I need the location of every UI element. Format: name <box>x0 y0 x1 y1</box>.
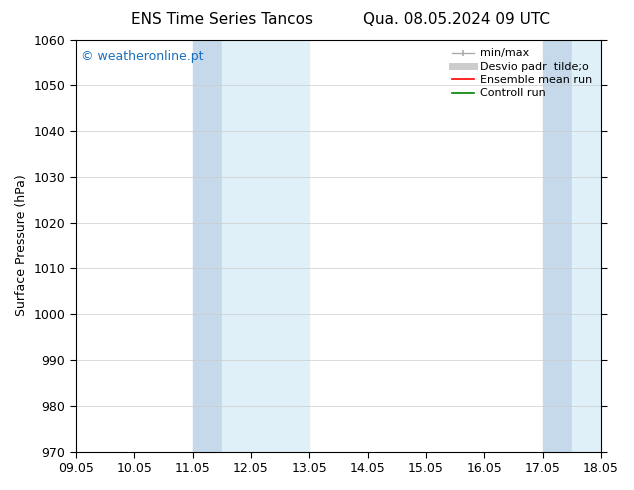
Bar <box>572 40 601 452</box>
Bar <box>193 40 222 452</box>
Text: © weatheronline.pt: © weatheronline.pt <box>81 50 204 63</box>
Y-axis label: Surface Pressure (hPa): Surface Pressure (hPa) <box>15 175 28 317</box>
Text: Qua. 08.05.2024 09 UTC: Qua. 08.05.2024 09 UTC <box>363 12 550 27</box>
Text: ENS Time Series Tancos: ENS Time Series Tancos <box>131 12 313 27</box>
Bar <box>543 40 572 452</box>
Legend: min/max, Desvio padr  tilde;o, Ensemble mean run, Controll run: min/max, Desvio padr tilde;o, Ensemble m… <box>449 45 595 102</box>
Bar <box>222 40 309 452</box>
